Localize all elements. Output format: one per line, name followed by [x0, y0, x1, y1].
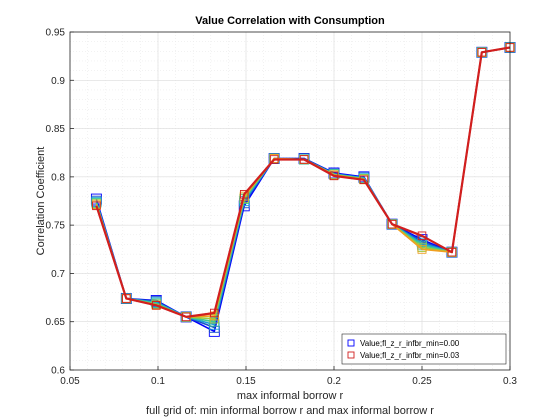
x-tick-label: 0.3	[503, 376, 517, 387]
y-tick-label: 0.85	[46, 124, 66, 135]
x-tick-label: 0.25	[412, 376, 432, 387]
x-tick-label: 0.2	[327, 376, 341, 387]
data-point	[239, 189, 249, 199]
data-point	[210, 308, 219, 318]
y-tick-label: 0.7	[51, 269, 65, 280]
data-point	[181, 312, 191, 322]
data-point	[387, 219, 397, 229]
series-6	[92, 43, 515, 322]
legend: Value;fl_z_r_infbr_min=0.00 Value;fl_z_r_…	[341, 333, 507, 365]
chart-title: Value Correlation with Consumption	[195, 15, 385, 27]
y-tick-label: 0.95	[46, 28, 66, 39]
x-axis-sublabel: full grid of: min informal borrow r and …	[146, 405, 434, 417]
y-tick-label: 0.6	[51, 366, 65, 377]
plot-area	[70, 32, 510, 370]
y-tick-label: 0.65	[46, 317, 66, 328]
legend-marker	[347, 339, 355, 347]
y-tick-label: 0.9	[51, 76, 65, 87]
data-point	[329, 171, 339, 181]
data-point	[269, 155, 279, 164]
series-group	[90, 42, 516, 337]
data-point	[417, 231, 427, 241]
data-point	[122, 294, 131, 303]
data-point	[299, 155, 309, 164]
data-point	[417, 244, 427, 254]
x-axis-label: max informal borrow r	[237, 390, 344, 402]
series-line	[95, 46, 511, 318]
legend-marker	[347, 351, 355, 359]
x-tick-label: 0.05	[60, 376, 80, 387]
x-tick-label: 0.15	[236, 376, 256, 387]
data-point	[447, 247, 457, 257]
legend-box	[341, 333, 507, 365]
data-point	[151, 301, 161, 310]
y-axis-label: Correlation Coefficient	[35, 147, 47, 256]
y-tick-label: 0.75	[46, 221, 66, 232]
data-point	[477, 48, 487, 57]
data-point	[359, 175, 369, 185]
x-tick-label: 0.1	[151, 376, 165, 387]
legend-label: Value;fl_z_r_infbr_min=0.03	[360, 351, 460, 360]
tick-group: 0.05 0.1 0.15 0.2 0.25 0.3 0.6 0.65 0.7 0.75 0.8 0.…	[46, 28, 518, 388]
legend-label: Value;fl_z_r_infbr_min=0.00	[360, 339, 460, 348]
data-point	[92, 201, 101, 211]
axes-box	[69, 31, 511, 371]
y-tick-label: 0.8	[51, 172, 65, 183]
